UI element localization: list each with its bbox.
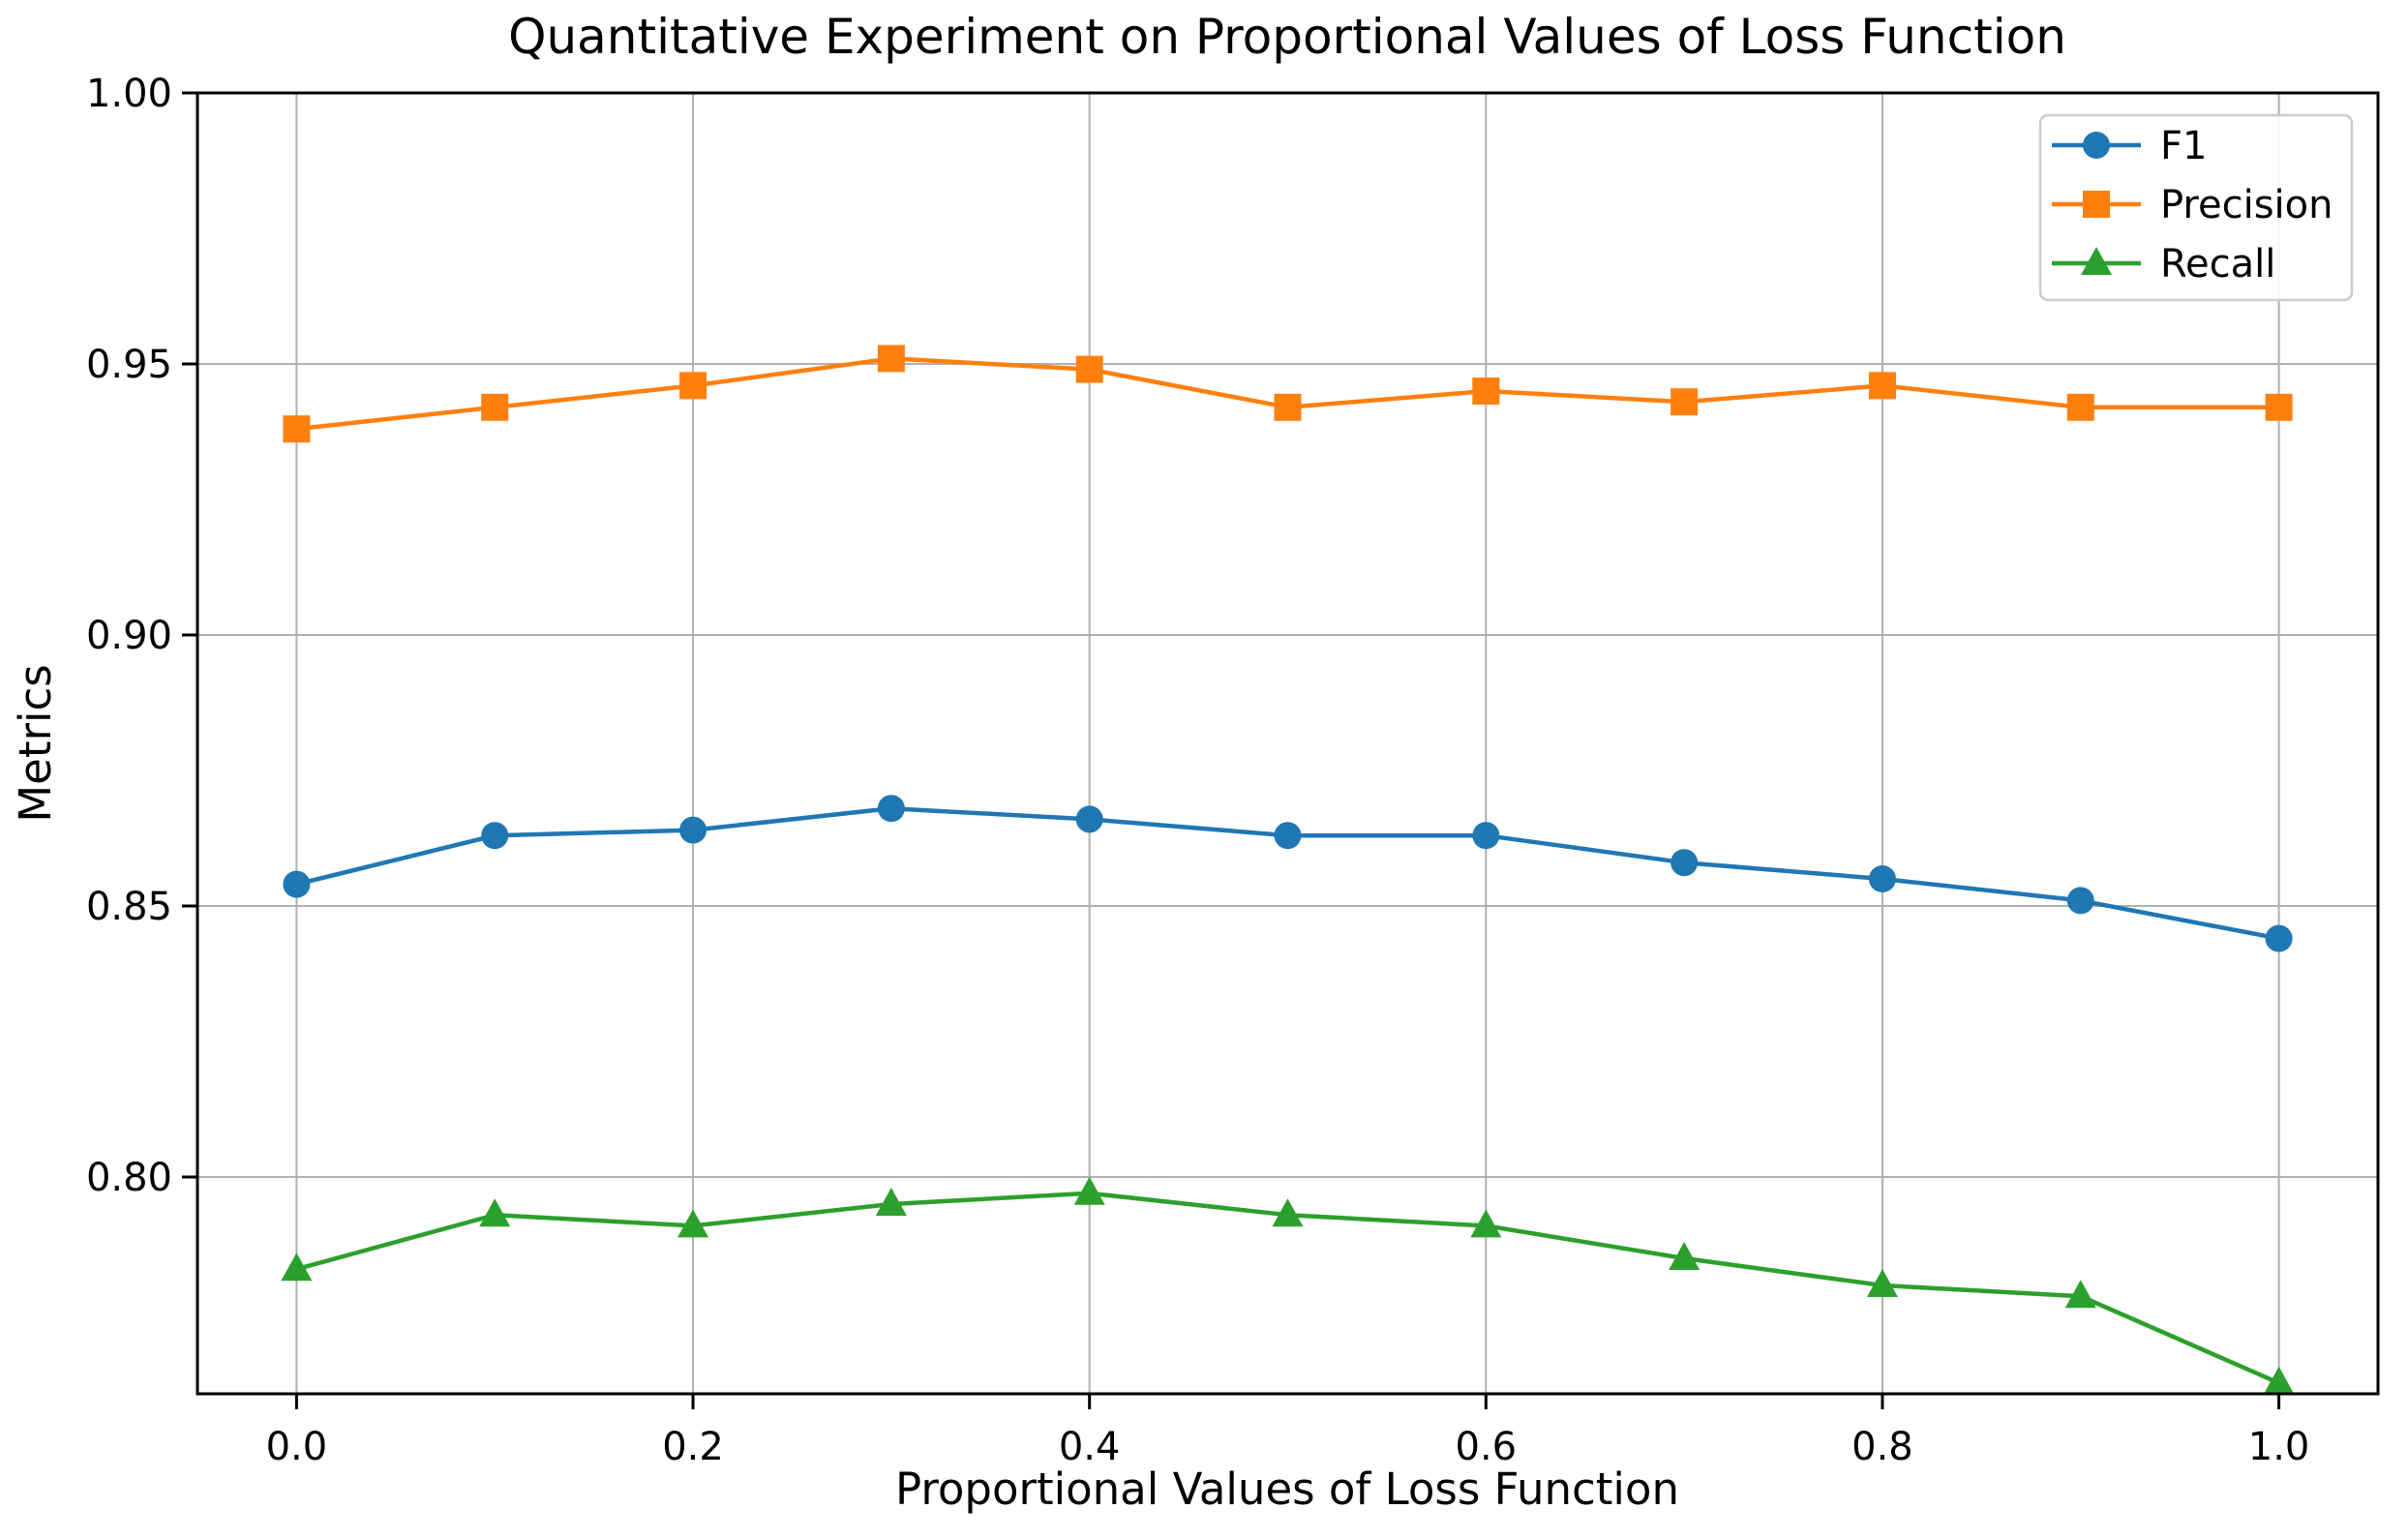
legend: F1 Precision Recall xyxy=(2038,113,2354,302)
data-point-f1 xyxy=(679,816,707,844)
data-point-f1 xyxy=(1868,865,1896,892)
x-tick-label: 0.4 xyxy=(1059,1425,1121,1469)
data-point-precision xyxy=(283,415,311,443)
chart-title: Quantitative Experiment on Proportional … xyxy=(508,9,2066,65)
legend-marker-triangle-icon xyxy=(2081,247,2112,275)
x-tick-label: 0.2 xyxy=(662,1425,724,1469)
legend-label: Recall xyxy=(2160,242,2275,287)
data-point-recall xyxy=(875,1188,907,1216)
data-point-f1 xyxy=(481,822,509,850)
data-point-precision xyxy=(1671,388,1699,416)
y-tick-label: 0.85 xyxy=(86,885,172,929)
series-recall xyxy=(281,1176,2295,1395)
legend-marker-square-icon xyxy=(2083,191,2110,218)
y-tick-label: 0.90 xyxy=(86,614,172,658)
data-point-f1 xyxy=(877,795,905,823)
x-axis-label: Proportional Values of Loss Function xyxy=(895,1464,1679,1515)
legend-label: Precision xyxy=(2160,183,2333,227)
plot-border xyxy=(196,91,2380,1396)
y-tick-label: 0.80 xyxy=(86,1156,172,1200)
data-point-recall xyxy=(2263,1366,2295,1395)
y-axis-label: Metrics xyxy=(10,664,61,822)
data-point-recall xyxy=(1866,1269,1898,1297)
data-point-f1 xyxy=(1472,822,1500,850)
legend-entry-f1: F1 xyxy=(2052,124,2207,168)
data-point-precision xyxy=(2066,393,2094,421)
series-precision xyxy=(283,345,2293,443)
data-point-precision xyxy=(1274,393,1302,421)
x-tick-label: 0.0 xyxy=(266,1425,328,1469)
legend-entry-recall: Recall xyxy=(2052,242,2275,287)
legend-label: F1 xyxy=(2160,124,2207,168)
y-tick-label: 1.00 xyxy=(86,72,172,116)
data-point-precision xyxy=(1472,377,1500,405)
x-tick-label: 0.8 xyxy=(1851,1425,1913,1469)
data-point-recall xyxy=(2064,1280,2096,1309)
data-point-f1 xyxy=(1274,822,1302,850)
x-tick-label: 1.0 xyxy=(2248,1425,2310,1469)
data-point-precision xyxy=(481,393,509,421)
data-point-precision xyxy=(1868,372,1896,400)
data-point-f1 xyxy=(1075,805,1103,833)
data-point-precision xyxy=(1075,355,1103,383)
data-point-recall xyxy=(479,1198,511,1227)
data-point-recall xyxy=(1073,1176,1105,1205)
data-point-recall xyxy=(281,1252,313,1282)
data-point-precision xyxy=(679,372,707,400)
data-point-recall xyxy=(677,1209,709,1238)
x-axis-ticks: 0.0 0.2 0.4 0.6 0.8 1.0 xyxy=(266,1394,2310,1469)
y-tick-label: 0.95 xyxy=(86,343,172,387)
data-point-precision xyxy=(877,345,905,373)
data-point-recall xyxy=(1272,1198,1304,1227)
data-point-recall xyxy=(1470,1209,1502,1238)
x-tick-label: 0.6 xyxy=(1456,1425,1518,1469)
data-point-precision xyxy=(2265,393,2293,421)
data-point-recall xyxy=(1669,1242,1701,1270)
series-f1 xyxy=(283,795,2293,952)
legend-marker-circle-icon xyxy=(2083,132,2110,159)
legend-entry-precision: Precision xyxy=(2052,183,2333,227)
data-point-f1 xyxy=(283,870,311,898)
data-point-f1 xyxy=(2066,887,2094,915)
legend-box xyxy=(2038,113,2354,302)
data-point-f1 xyxy=(1671,849,1699,877)
y-axis-ticks: 0.80 0.85 0.90 0.95 1.00 xyxy=(86,72,197,1200)
series-group xyxy=(281,345,2295,1395)
data-point-f1 xyxy=(2265,924,2293,952)
